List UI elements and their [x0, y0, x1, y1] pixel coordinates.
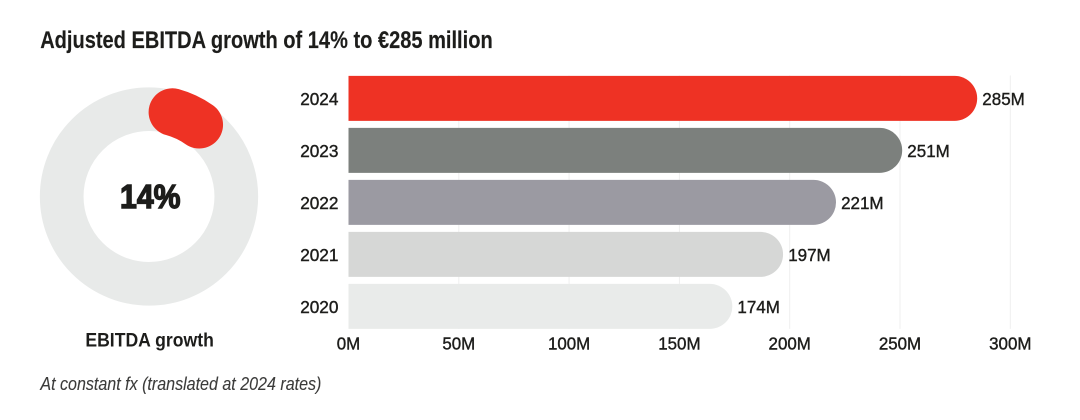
svg-text:150M: 150M — [658, 333, 700, 353]
svg-text:EBITDA growth: EBITDA growth — [85, 331, 214, 352]
svg-text:300M: 300M — [989, 333, 1031, 353]
svg-text:2024: 2024 — [300, 89, 339, 109]
svg-text:2023: 2023 — [300, 141, 338, 161]
svg-text:251M: 251M — [907, 141, 950, 161]
svg-text:14%: 14% — [120, 179, 181, 216]
svg-text:200M: 200M — [769, 333, 811, 353]
svg-text:221M: 221M — [841, 193, 884, 213]
svg-text:100M: 100M — [548, 333, 590, 353]
svg-text:174M: 174M — [737, 297, 780, 317]
svg-text:197M: 197M — [788, 245, 831, 265]
svg-text:Adjusted EBITDA growth of 14%: Adjusted EBITDA growth of 14% to €285 mi… — [40, 27, 493, 54]
svg-text:50M: 50M — [442, 333, 475, 353]
svg-text:285M: 285M — [982, 89, 1025, 109]
svg-text:2022: 2022 — [300, 193, 338, 213]
svg-text:0M: 0M — [337, 333, 361, 353]
svg-text:2020: 2020 — [300, 297, 338, 317]
svg-text:250M: 250M — [879, 333, 921, 353]
svg-text:2021: 2021 — [300, 245, 338, 265]
svg-text:At constant fx (translated at: At constant fx (translated at 2024 rates… — [40, 373, 322, 394]
